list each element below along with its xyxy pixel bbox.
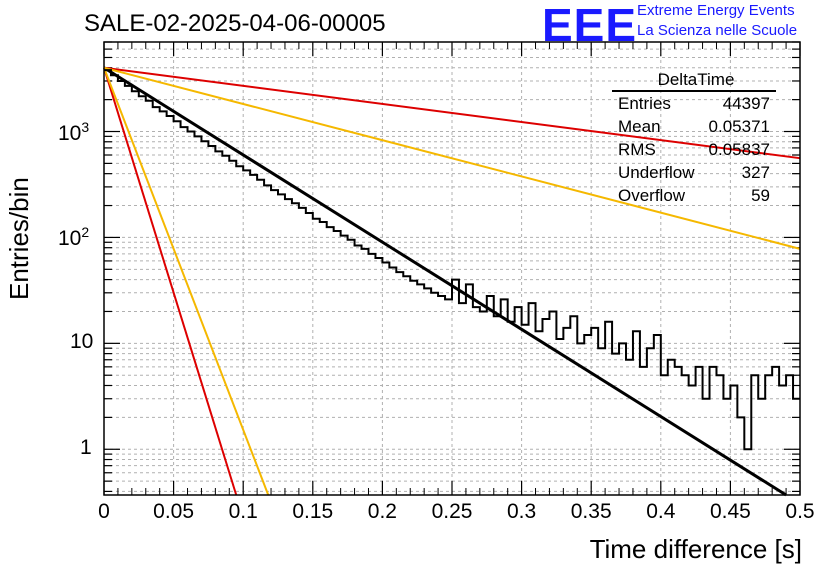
x-axis-label: Time difference [s] (589, 534, 802, 564)
y-tick-label: 10 (70, 330, 94, 354)
stats-value: 0.05371 (708, 117, 770, 136)
chart-title: SALE-02-2025-04-06-00005 (84, 10, 386, 37)
stats-value: 59 (751, 186, 770, 205)
y-axis-label: Entries/bin (4, 177, 34, 300)
stats-box: DeltaTime (612, 70, 780, 91)
x-tick-label: 0.4 (646, 500, 676, 523)
stats-title-rule (612, 90, 776, 92)
fit-line-1 (103, 66, 801, 160)
fit-line-3 (103, 67, 238, 496)
y-tick-label: 1 (80, 436, 92, 460)
logo-text-line2: La Scienza nelle Scuole (637, 22, 798, 39)
y-tick-label: 102 (58, 224, 90, 251)
grid (104, 41, 800, 495)
x-tick-label: 0.35 (570, 500, 612, 523)
stats-value: 44397 (722, 94, 770, 113)
x-tick-label: 0.1 (228, 500, 258, 523)
fit-lines (103, 66, 801, 497)
stats-label: Entries (618, 94, 671, 113)
eee-logo: EEE (542, 0, 638, 51)
x-tick-label: 0.45 (709, 500, 751, 523)
stats-label: RMS (618, 140, 656, 159)
stats-label: Mean (618, 117, 661, 136)
stats-label: Overflow (618, 186, 686, 205)
stats-label: Underflow (618, 163, 695, 182)
fit-line-0 (103, 66, 787, 497)
x-tick-label: 0.3 (506, 500, 537, 523)
x-tick-label: 0.25 (431, 500, 473, 523)
stats-title: DeltaTime (657, 70, 735, 89)
histogram-deltatime (104, 69, 800, 451)
fit-line-2 (103, 66, 801, 250)
x-tick-label: 0 (98, 500, 110, 523)
x-tick-label: 0.2 (367, 500, 397, 523)
stats-value: 327 (741, 163, 770, 182)
plot-frame (103, 41, 801, 496)
x-tick-label: 0.15 (292, 500, 334, 523)
x-tick-label: 0.05 (153, 500, 195, 523)
logo-text-line1: Extreme Energy Events (637, 2, 795, 19)
y-tick-label: 103 (58, 118, 90, 145)
x-tick-label: 0.5 (785, 500, 815, 523)
stats-value: 0.05837 (708, 140, 770, 159)
fit-line-4 (103, 67, 270, 496)
